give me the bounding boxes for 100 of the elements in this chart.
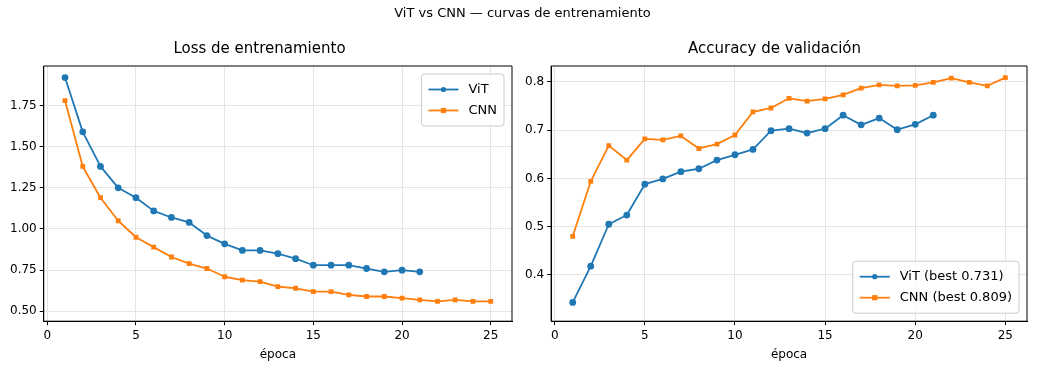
point <box>221 240 229 248</box>
y-tick-label: 1.25 <box>10 179 37 194</box>
point <box>605 220 613 228</box>
point <box>61 74 69 81</box>
point <box>186 261 192 266</box>
y-tick-label: 0.7 <box>524 122 545 137</box>
point <box>893 126 901 134</box>
legend-label: CNN <box>468 101 497 117</box>
point <box>966 80 972 85</box>
point <box>749 146 757 153</box>
point <box>151 244 157 250</box>
point <box>309 261 317 269</box>
x-tick-label: 25 <box>483 327 499 342</box>
point <box>132 194 140 202</box>
point <box>488 299 494 304</box>
x-tick-label: 10 <box>727 327 743 342</box>
point <box>677 168 685 176</box>
point <box>713 156 721 164</box>
x-tick-label: 15 <box>305 327 321 342</box>
point <box>292 255 299 263</box>
point <box>381 294 387 299</box>
text: ViT vs CNN — curvas de entrenamiento <box>393 5 652 20</box>
point <box>256 247 264 254</box>
point <box>588 178 594 184</box>
point <box>398 266 406 274</box>
x-tick-label: 5 <box>641 327 649 342</box>
point <box>310 289 316 294</box>
point <box>803 129 811 137</box>
point <box>569 298 577 306</box>
point <box>642 136 648 142</box>
point <box>364 294 369 299</box>
x-tick-label: 0 <box>550 327 559 342</box>
point <box>257 279 263 285</box>
point <box>875 114 883 122</box>
point <box>363 265 370 272</box>
y-tick-label: 0.4 <box>524 267 545 282</box>
point <box>274 250 282 258</box>
point <box>587 262 595 270</box>
point <box>185 219 193 226</box>
point <box>380 268 388 276</box>
point <box>606 143 612 148</box>
point <box>417 297 423 303</box>
point <box>821 125 829 133</box>
point <box>894 83 900 89</box>
point <box>785 125 793 133</box>
legend-label: CNN (best 0.809) <box>899 289 1013 305</box>
point <box>275 284 281 290</box>
x-tick-label: 10 <box>217 327 233 342</box>
y-tick-label: 0.75 <box>10 262 37 277</box>
point <box>98 195 103 201</box>
point <box>767 127 775 135</box>
y-tick-label: 1.50 <box>10 138 37 153</box>
x-tick-label: 20 <box>394 327 410 342</box>
point <box>327 261 335 269</box>
x-tick-label: 15 <box>817 327 833 342</box>
y-tick-label: 0.8 <box>524 74 545 89</box>
legend-label: ViT (best 0.731) <box>899 268 1004 284</box>
x-tick-label: 20 <box>907 327 923 342</box>
point <box>641 180 649 188</box>
point <box>876 82 882 88</box>
x-axis-title: época <box>259 346 297 361</box>
y-tick-label: 0.50 <box>10 303 37 318</box>
point <box>80 164 86 169</box>
point <box>97 163 104 170</box>
point <box>114 184 122 192</box>
point <box>695 165 703 173</box>
point <box>452 297 458 303</box>
point <box>659 175 667 183</box>
point <box>623 211 631 219</box>
point <box>203 232 211 239</box>
point <box>911 120 919 128</box>
point <box>912 82 918 88</box>
x-tick-label: 0 <box>43 327 52 342</box>
point <box>570 233 576 239</box>
point <box>345 261 353 269</box>
y-tick-label: 1.00 <box>10 221 37 236</box>
point <box>435 299 440 304</box>
point <box>839 111 847 119</box>
legend-label: ViT <box>468 80 489 96</box>
point <box>858 85 864 91</box>
point <box>346 292 352 298</box>
y-tick-label: 1.75 <box>10 97 37 112</box>
point <box>731 151 739 159</box>
y-tick-label: 0.6 <box>524 170 545 185</box>
point <box>416 268 424 276</box>
x-tick-label: 25 <box>997 327 1014 342</box>
point <box>79 128 87 136</box>
x-axis-title: época <box>770 346 808 361</box>
point <box>930 80 936 85</box>
chart-title: Loss de entrenamiento <box>173 38 346 57</box>
point <box>115 218 121 224</box>
chart-title: Accuracy de validación <box>688 38 861 57</box>
point <box>150 207 158 215</box>
point <box>168 214 175 221</box>
point <box>822 96 828 102</box>
point <box>660 137 666 143</box>
point <box>929 111 937 119</box>
point <box>222 274 228 280</box>
point <box>1002 75 1008 80</box>
point <box>857 121 865 129</box>
